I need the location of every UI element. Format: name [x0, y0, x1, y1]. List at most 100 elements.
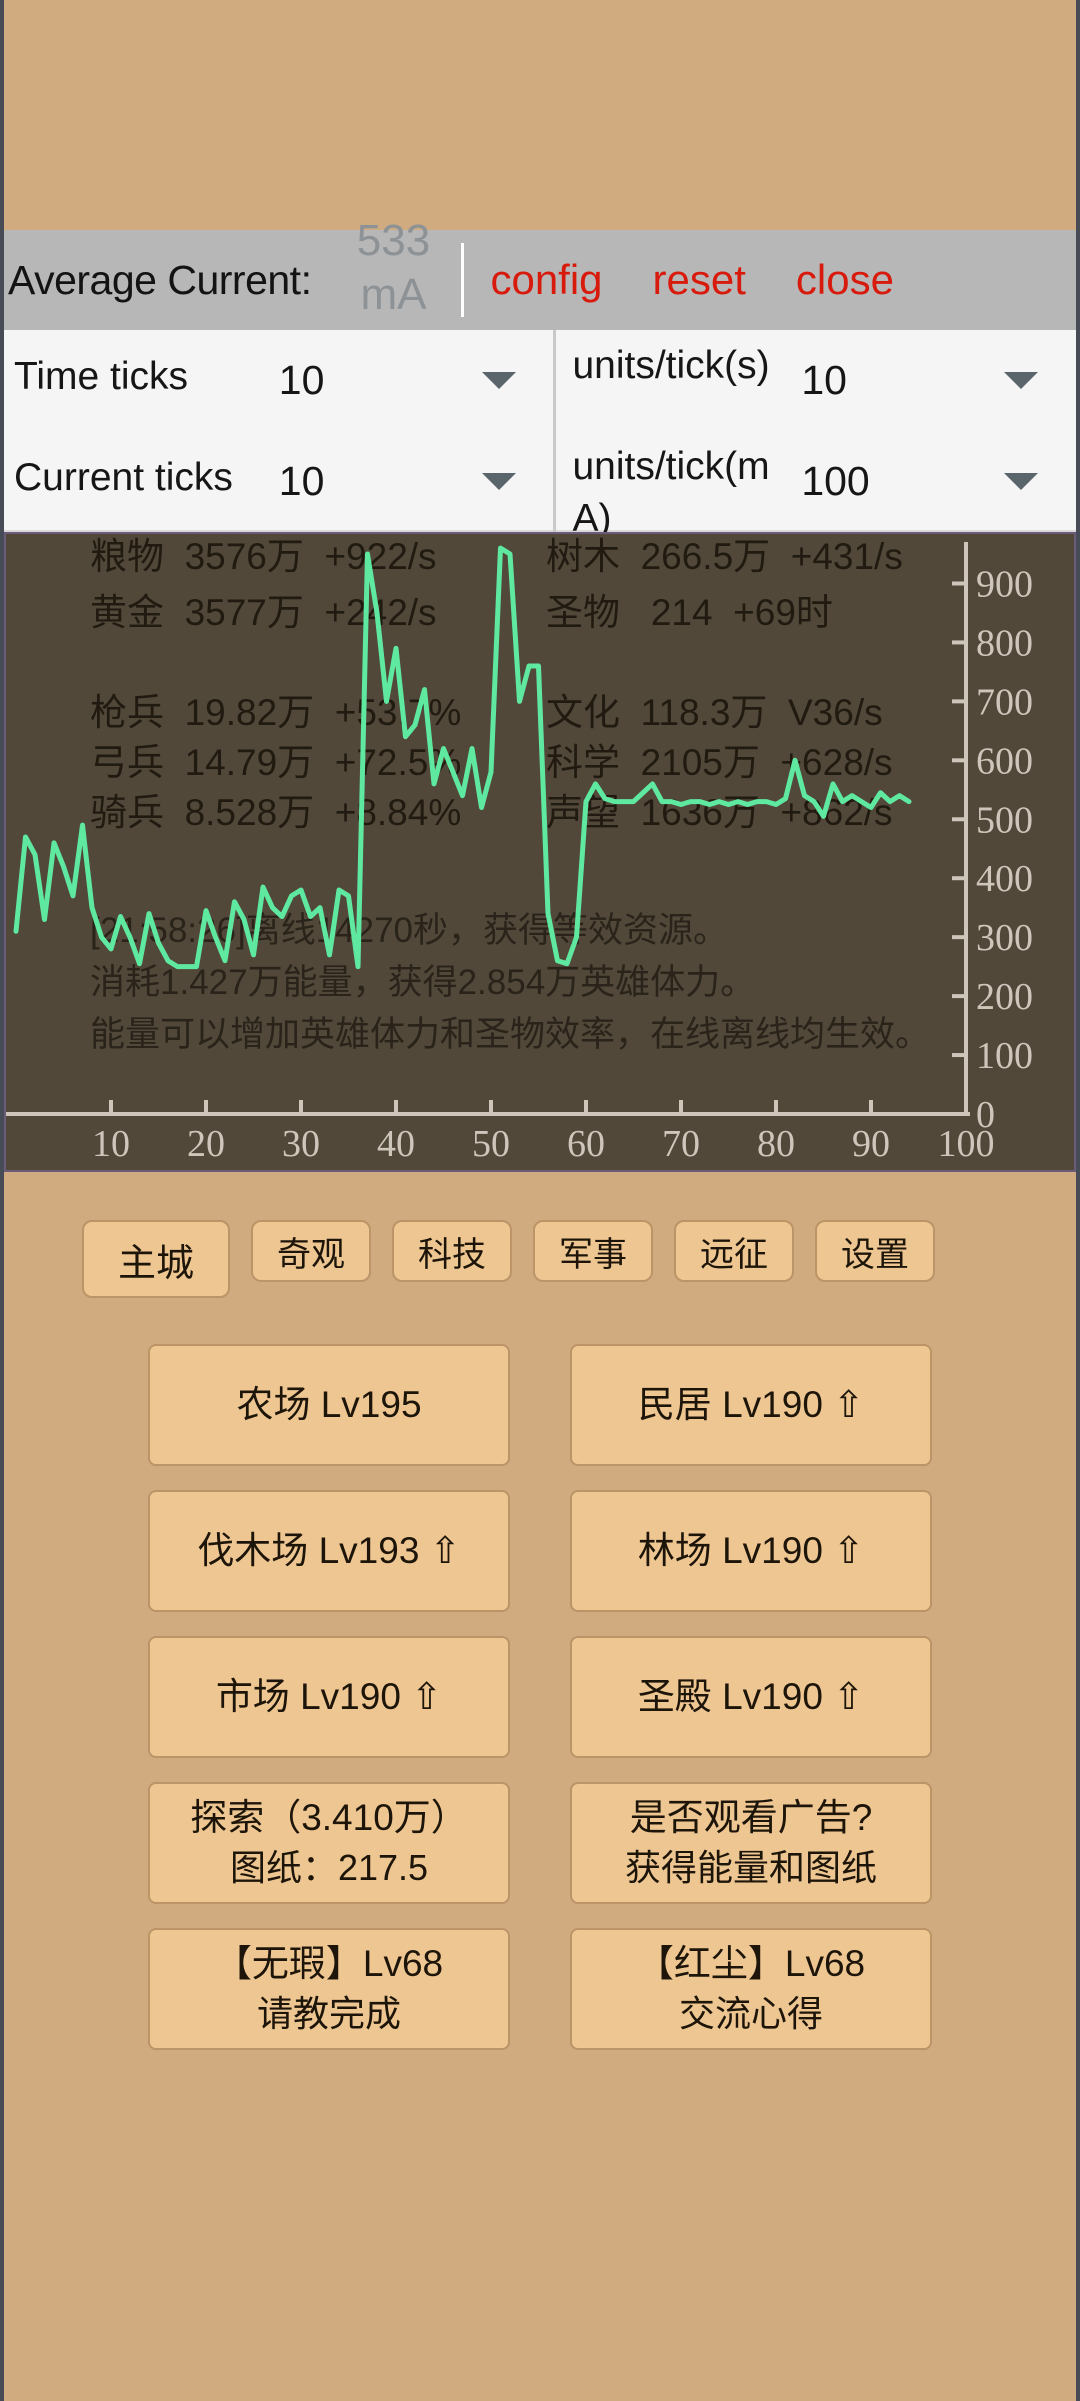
- current-ticks-label-wrap: Current ticks: [4, 431, 265, 532]
- building-button-2[interactable]: 伐木场 Lv193 ⇧: [148, 1490, 510, 1612]
- building-label-line1: 圣殿 Lv190 ⇧: [637, 1676, 865, 1717]
- game-tab-label: 奇观: [277, 1235, 345, 1274]
- game-tab-label: 主城: [117, 1242, 194, 1285]
- x-axis-tick-label: 20: [187, 1123, 225, 1165]
- game-tab-4[interactable]: 远征: [674, 1220, 794, 1282]
- time-units-value[interactable]: 10: [801, 357, 847, 403]
- game-tab-label: 军事: [559, 1235, 627, 1274]
- game-tab-label: 科技: [418, 1235, 486, 1274]
- reset-button[interactable]: reset: [652, 256, 746, 303]
- x-axis-tick-label: 80: [757, 1123, 795, 1165]
- chevron-down-icon: [481, 372, 516, 389]
- building-button-6[interactable]: 探索（3.410万） 图纸：217.5: [148, 1782, 510, 1904]
- x-axis-tick-label: 70: [662, 1123, 700, 1165]
- building-button-4[interactable]: 市场 Lv190 ⇧: [148, 1636, 510, 1758]
- current-units-dropdown[interactable]: [967, 473, 1076, 490]
- config-panel: Time ticks 10 units/tick(s) 10 Current t…: [4, 330, 1076, 540]
- time-ticks-dropdown[interactable]: [444, 372, 553, 389]
- x-axis-tick-label: 60: [567, 1123, 605, 1165]
- building-button-5[interactable]: 圣殿 Lv190 ⇧: [570, 1636, 932, 1758]
- close-button[interactable]: close: [795, 256, 894, 303]
- y-axis-tick-label: 900: [976, 563, 1033, 605]
- building-row: 农场 Lv195 民居 Lv190 ⇧: [4, 1344, 1076, 1466]
- game-tab-3[interactable]: 军事: [533, 1220, 653, 1282]
- game-tab-label: 远征: [700, 1235, 768, 1274]
- x-axis-tick-label: 90: [852, 1123, 890, 1165]
- time-units-label: units/tick(s): [572, 344, 770, 387]
- meter-current-unit: mA: [360, 270, 427, 319]
- building-label-line1: 【无瑕】Lv68: [214, 1943, 444, 1984]
- game-tab-2[interactable]: 科技: [392, 1220, 512, 1282]
- meter-current-value: 533 mA: [333, 214, 453, 322]
- time-ticks-value[interactable]: 10: [278, 357, 325, 403]
- building-button-0[interactable]: 农场 Lv195: [148, 1344, 510, 1466]
- meter-divider: [461, 243, 465, 317]
- building-button-8[interactable]: 【无瑕】Lv68 请教完成: [148, 1928, 510, 2050]
- meter-header-bar: Average Current: 533 mA config reset clos…: [4, 216, 1076, 330]
- current-units-label: units/tick(mA): [572, 445, 770, 540]
- building-label-line1: 民居 Lv190 ⇧: [637, 1384, 865, 1425]
- config-row-time-ticks: Time ticks 10 units/tick(s) 10: [4, 330, 1076, 431]
- x-axis-tick-label: 30: [282, 1123, 320, 1165]
- y-axis-tick-label: 500: [976, 799, 1033, 841]
- chart-line-series: [13, 545, 912, 970]
- building-label-line2: 获得能量和图纸: [624, 1847, 877, 1888]
- chevron-down-icon: [481, 473, 516, 490]
- y-axis-tick-label: 200: [976, 976, 1033, 1018]
- building-label-line1: 探索（3.410万）: [190, 1797, 468, 1838]
- building-label-line1: 林场 Lv190 ⇧: [637, 1530, 865, 1571]
- game-top-blank-area: [4, 0, 1076, 230]
- building-label-line1: 是否观看广告?: [629, 1797, 873, 1838]
- building-button-7[interactable]: 是否观看广告? 获得能量和图纸: [570, 1782, 932, 1904]
- building-button-1[interactable]: 民居 Lv190 ⇧: [570, 1344, 932, 1466]
- time-ticks-label-wrap: Time ticks: [4, 330, 265, 431]
- current-units-value[interactable]: 100: [801, 458, 870, 504]
- building-row: 伐木场 Lv193 ⇧ 林场 Lv190 ⇧: [4, 1490, 1076, 1612]
- building-label-line1: 伐木场 Lv193 ⇧: [197, 1530, 461, 1571]
- current-ticks-dropdown[interactable]: [444, 473, 553, 490]
- game-tab-label: 设置: [841, 1235, 909, 1274]
- y-axis-tick-label: 600: [976, 740, 1033, 782]
- meter-value-container: 533 mA: [333, 216, 453, 330]
- meter-title: Average Current:: [8, 256, 312, 303]
- building-button-3[interactable]: 林场 Lv190 ⇧: [570, 1490, 932, 1612]
- time-units-label-wrap: units/tick(s): [553, 330, 787, 431]
- y-axis-tick-label: 300: [976, 917, 1033, 959]
- y-axis-tick-label: 800: [976, 622, 1033, 664]
- time-ticks-label: Time ticks: [14, 355, 189, 398]
- y-axis-tick-label: 700: [976, 681, 1033, 723]
- game-tab-1[interactable]: 奇观: [251, 1220, 371, 1282]
- game-tab-5[interactable]: 设置: [815, 1220, 935, 1282]
- game-tab-0[interactable]: 主城: [82, 1220, 230, 1298]
- time-units-dropdown[interactable]: [967, 372, 1076, 389]
- x-axis-tick-label: 50: [472, 1123, 510, 1165]
- current-ticks-value[interactable]: 10: [278, 458, 325, 504]
- building-label-line1: 【红尘】Lv68: [636, 1943, 866, 1984]
- building-label-line2: 请教完成: [256, 1993, 401, 2034]
- building-label-line1: 农场 Lv195: [236, 1384, 422, 1425]
- meter-current-number: 533: [356, 216, 431, 265]
- chevron-down-icon: [1004, 473, 1039, 490]
- current-ticks-label: Current ticks: [14, 456, 233, 499]
- config-button[interactable]: config: [490, 256, 603, 303]
- building-row: 探索（3.410万） 图纸：217.5 是否观看广告? 获得能量和图纸: [4, 1782, 1076, 1904]
- building-label-line2: 图纸：217.5: [229, 1847, 429, 1888]
- building-label-line2: 交流心得: [678, 1993, 823, 2034]
- x-axis-tick-label: 100: [938, 1123, 995, 1165]
- building-label-line1: 市场 Lv190 ⇧: [215, 1676, 443, 1717]
- y-axis-tick-label: 100: [976, 1035, 1033, 1077]
- config-row-current-ticks: Current ticks 10 units/tick(mA) 100: [4, 431, 1076, 540]
- game-main-panel: 主城 奇观 科技 军事 远征 设置 农场 Lv195 民居 Lv190 ⇧ 伐木场 Lv193…: [4, 1172, 1076, 2397]
- building-button-grid: 农场 Lv195 民居 Lv190 ⇧ 伐木场 Lv193 ⇧ 林场 Lv190 ⇧ 市…: [4, 1344, 1076, 2074]
- current-units-label-wrap: units/tick(mA): [553, 431, 787, 540]
- y-axis-tick-label: 0: [976, 1094, 995, 1136]
- y-axis-tick-label: 400: [976, 858, 1033, 900]
- x-axis-tick-label: 10: [92, 1123, 130, 1165]
- game-tab-bar: 主城 奇观 科技 军事 远征 设置: [82, 1220, 956, 1298]
- building-button-9[interactable]: 【红尘】Lv68 交流心得: [570, 1928, 932, 2050]
- building-row: 市场 Lv190 ⇧ 圣殿 Lv190 ⇧: [4, 1636, 1076, 1758]
- chevron-down-icon: [1004, 372, 1039, 389]
- current-chart: 粮物 3576万 +922/s 树木 266.5万 +431/s 黄金 3577…: [4, 532, 1076, 1172]
